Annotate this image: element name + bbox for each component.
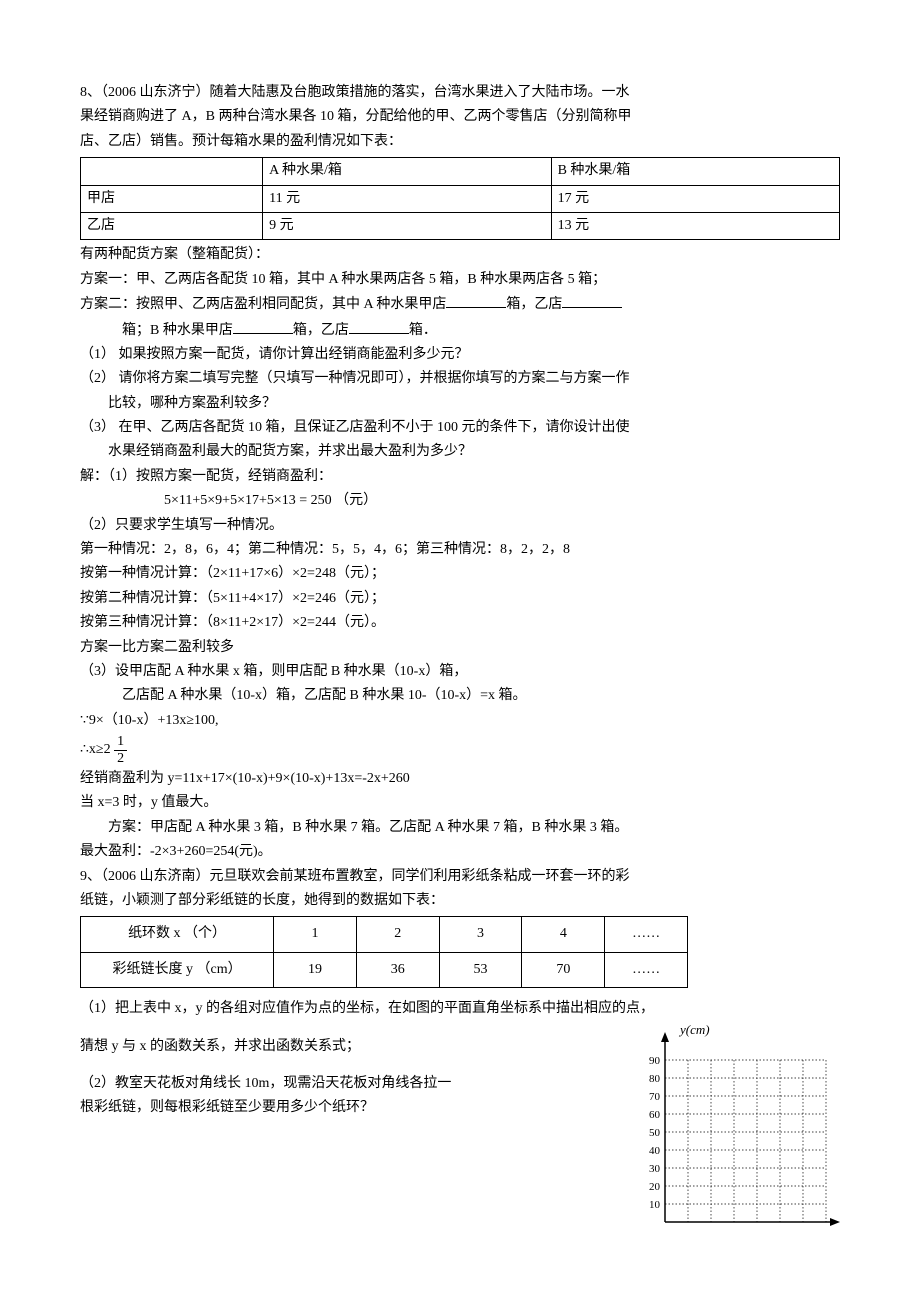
q8-item: （1） 如果按照方案一配货，请你计算出经销商能盈利多少元？ (80, 344, 840, 366)
q9-part2a: （2）教室天花板对角线长 10m，现需沿天花板对角线各拉一 (80, 1073, 600, 1095)
table-cell: 4 (522, 917, 605, 952)
text: ∴x≥2 (80, 742, 111, 757)
q8-intro-line1: 8、（2006 山东济宁）随着大陆惠及台胞政策措施的落实，台湾水果进入了大陆市场… (80, 82, 840, 104)
y-tick: 80 (649, 1073, 661, 1085)
y-tick: 30 (649, 1163, 661, 1175)
q8-sol: 乙店配 A 种水果（10-x）箱，乙店配 B 种水果 10-（10-x）=x 箱… (80, 685, 840, 707)
table-row: 纸环数 x （个） 1 2 3 4 …… (81, 917, 688, 952)
table-cell: 彩纸链长度 y （cm） (81, 952, 274, 987)
table-row: 彩纸链长度 y （cm） 19 36 53 70 …… (81, 952, 688, 987)
q9-guess: 猜想 y 与 x 的函数关系，并求出函数关系式； (80, 1036, 600, 1058)
coordinate-grid-svg: y(cm) (610, 1022, 840, 1232)
y-tick: 40 (649, 1145, 661, 1157)
blank-field[interactable] (562, 293, 622, 308)
table-cell: 9 元 (263, 212, 551, 239)
q9-intro-line1: 9、（2006 山东济南）元旦联欢会前某班布置教室，同学们利用彩纸条粘成一环套一… (80, 866, 840, 888)
text: 方案二：按照甲、乙两店盈利相同配货，其中 A 种水果甲店 (80, 297, 446, 312)
y-tick: 60 (649, 1109, 661, 1121)
q8-sol-tail: 方案：甲店配 A 种水果 3 箱，B 种水果 7 箱。乙店配 A 种水果 7 箱… (80, 817, 840, 839)
table-cell (81, 158, 263, 185)
fraction: 1 2 (114, 734, 127, 766)
y-tick: 70 (649, 1091, 661, 1103)
q8-profit-table: A 种水果/箱 B 种水果/箱 甲店 11 元 17 元 乙店 9 元 13 元 (80, 157, 840, 240)
y-tick: 90 (649, 1055, 661, 1067)
document-page: 8、（2006 山东济宁）随着大陆惠及台胞政策措施的落实，台湾水果进入了大陆市场… (0, 0, 920, 1281)
q8-sol-tail: 经销商盈利为 y=11x+17×(10-x)+9×(10-x)+13x=-2x+… (80, 768, 840, 790)
q9-data-table: 纸环数 x （个） 1 2 3 4 …… 彩纸链长度 y （cm） 19 36 … (80, 916, 688, 988)
table-cell: 甲店 (81, 185, 263, 212)
table-cell: 2 (356, 917, 439, 952)
q8-sol: （2）只要求学生填写一种情况。 (80, 515, 840, 537)
y-tick: 50 (649, 1127, 661, 1139)
blank-field[interactable] (233, 319, 293, 334)
blank-field[interactable] (349, 319, 409, 334)
table-cell: …… (605, 952, 688, 987)
table-row: A 种水果/箱 B 种水果/箱 (81, 158, 840, 185)
table-cell: 53 (439, 952, 522, 987)
table-cell: 36 (356, 952, 439, 987)
table-cell: 纸环数 x （个） (81, 917, 274, 952)
q8-sol: 按第二种情况计算：（5×11+4×17）×2=246（元）； (80, 588, 840, 610)
blank-field[interactable] (446, 293, 506, 308)
q8-sol: 解：（1）按照方案一配货，经销商盈利： (80, 466, 840, 488)
q8-frac-line: ∴x≥2 1 2 (80, 734, 840, 766)
q9-intro-line2: 纸链，小颖测了部分彩纸链的长度，她得到的数据如下表： (80, 890, 840, 912)
text: 箱，乙店 (293, 323, 349, 338)
y-tick: 10 (649, 1199, 661, 1211)
q8-item: 水果经销商盈利最大的配货方案，并求出最大盈利为多少？ (80, 441, 840, 463)
table-cell: 3 (439, 917, 522, 952)
q8-sol: 第一种情况：2，8，6，4；第二种情况：5，5，4，6；第三种情况：8，2，2，… (80, 539, 840, 561)
table-cell: 乙店 (81, 212, 263, 239)
q8-item: 比较，哪种方案盈利较多？ (80, 393, 840, 415)
table-cell: 13 元 (551, 212, 839, 239)
q9-part2b: 根彩纸链，则每根彩纸链至少要用多少个纸环？ (80, 1097, 600, 1119)
table-cell: …… (605, 917, 688, 952)
q8-sol: 按第一种情况计算：（2×11+17×6）×2=248（元）； (80, 563, 840, 585)
q8-sol: ∵9×（10-x）+13x≥100, (80, 710, 840, 732)
text: 箱，乙店 (506, 297, 562, 312)
q9-row: 猜想 y 与 x 的函数关系，并求出函数关系式； （2）教室天花板对角线长 10… (80, 1022, 840, 1240)
q8-sol-tail: 当 x=3 时，y 值最大。 (80, 792, 840, 814)
table-cell: 70 (522, 952, 605, 987)
table-cell: 19 (274, 952, 357, 987)
table-cell: 17 元 (551, 185, 839, 212)
q8-sol: 按第三种情况计算：（8×11+2×17）×2=244（元）。 (80, 612, 840, 634)
q8-sol: 方案一比方案二盈利较多 (80, 637, 840, 659)
table-cell: 1 (274, 917, 357, 952)
table-row: 乙店 9 元 13 元 (81, 212, 840, 239)
q8-intro-line2: 果经销商购进了 A，B 两种台湾水果各 10 箱，分配给他的甲、乙两个零售店（分… (80, 106, 840, 128)
q8-plan2-line2: 箱；B 种水果甲店 箱，乙店 箱． (80, 319, 840, 342)
q8-sol-formula: 5×11+5×9+5×17+5×13 = 250 （元） (80, 490, 840, 512)
q8-item: （2） 请你将方案二填写完整（只填写一种情况即可），并根据你填写的方案二与方案一… (80, 368, 840, 390)
text: 箱． (409, 323, 437, 338)
fraction-denominator: 2 (114, 751, 127, 766)
q8-intro-line3: 店、乙店）销售。预计每箱水果的盈利情况如下表： (80, 131, 840, 153)
fraction-numerator: 1 (114, 734, 127, 750)
q8-sol-tail: 最大盈利：-2×3+260=254(元)。 (80, 841, 840, 863)
q9-left-col: 猜想 y 与 x 的函数关系，并求出函数关系式； （2）教室天花板对角线长 10… (80, 1022, 600, 1121)
q8-sol: （3）设甲店配 A 种水果 x 箱，则甲店配 B 种水果（10-x）箱， (80, 661, 840, 683)
table-cell: A 种水果/箱 (263, 158, 551, 185)
y-axis-label: y(cm) (678, 1022, 710, 1037)
q8-text: 方案一：甲、乙两店各配货 10 箱，其中 A 种水果两店各 5 箱，B 种水果两… (80, 269, 840, 291)
y-tick: 20 (649, 1181, 661, 1193)
table-cell: 11 元 (263, 185, 551, 212)
q8-text: 有两种配货方案（整箱配货）： (80, 244, 840, 266)
q9-chart: y(cm) (610, 1022, 840, 1240)
text: 箱；B 种水果甲店 (122, 323, 233, 338)
table-cell: B 种水果/箱 (551, 158, 839, 185)
table-row: 甲店 11 元 17 元 (81, 185, 840, 212)
q8-item: （3） 在甲、乙两店各配货 10 箱，且保证乙店盈利不小于 100 元的条件下，… (80, 417, 840, 439)
q8-plan2-line1: 方案二：按照甲、乙两店盈利相同配货，其中 A 种水果甲店 箱，乙店 (80, 293, 840, 316)
q9-part1: （1）把上表中 x，y 的各组对应值作为点的坐标，在如图的平面直角坐标系中描出相… (80, 998, 840, 1020)
